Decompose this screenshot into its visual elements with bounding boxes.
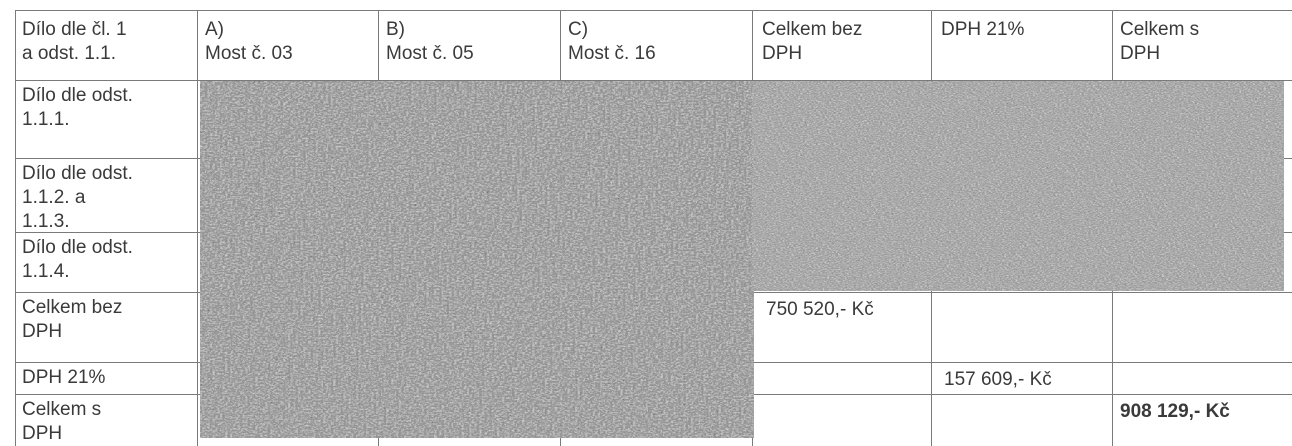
row-label: Dílo dle odst. 1.1.4. <box>22 237 133 282</box>
grid-line <box>197 10 198 446</box>
row-label: Celkem s DPH <box>22 399 102 444</box>
header-cell-total-no-vat: Celkem bez DPH <box>762 19 863 64</box>
redaction-block <box>200 81 754 438</box>
row-label: Celkem bez DPH <box>22 297 123 342</box>
row-label: Dílo dle odst. 1.1.2. a 1.1.3. <box>22 163 133 232</box>
header-cell-bridge-b: B) Most č. 05 <box>386 19 474 64</box>
header-cell-bridge-c: C) Most č. 16 <box>568 19 656 64</box>
row-label: Dílo dle odst. 1.1.1. <box>22 85 133 130</box>
grid-line <box>15 80 1292 81</box>
vat-value: 157 609,- Kč <box>944 369 1052 390</box>
row-label: DPH 21% <box>22 367 106 388</box>
grid-line <box>15 10 1292 11</box>
header-cell-total-with-vat: Celkem s DPH <box>1120 19 1200 64</box>
grand-total-value: 908 129,- Kč <box>1120 401 1230 422</box>
header-cell-work: Dílo dle čl. 1 a odst. 1.1. <box>22 19 127 64</box>
redaction-block <box>752 81 1284 291</box>
header-cell-bridge-a: A) Most č. 03 <box>205 19 293 64</box>
total-without-vat-value: 750 520,- Kč <box>766 299 874 320</box>
grid-line <box>15 10 16 446</box>
header-cell-vat: DPH 21% <box>941 19 1025 40</box>
